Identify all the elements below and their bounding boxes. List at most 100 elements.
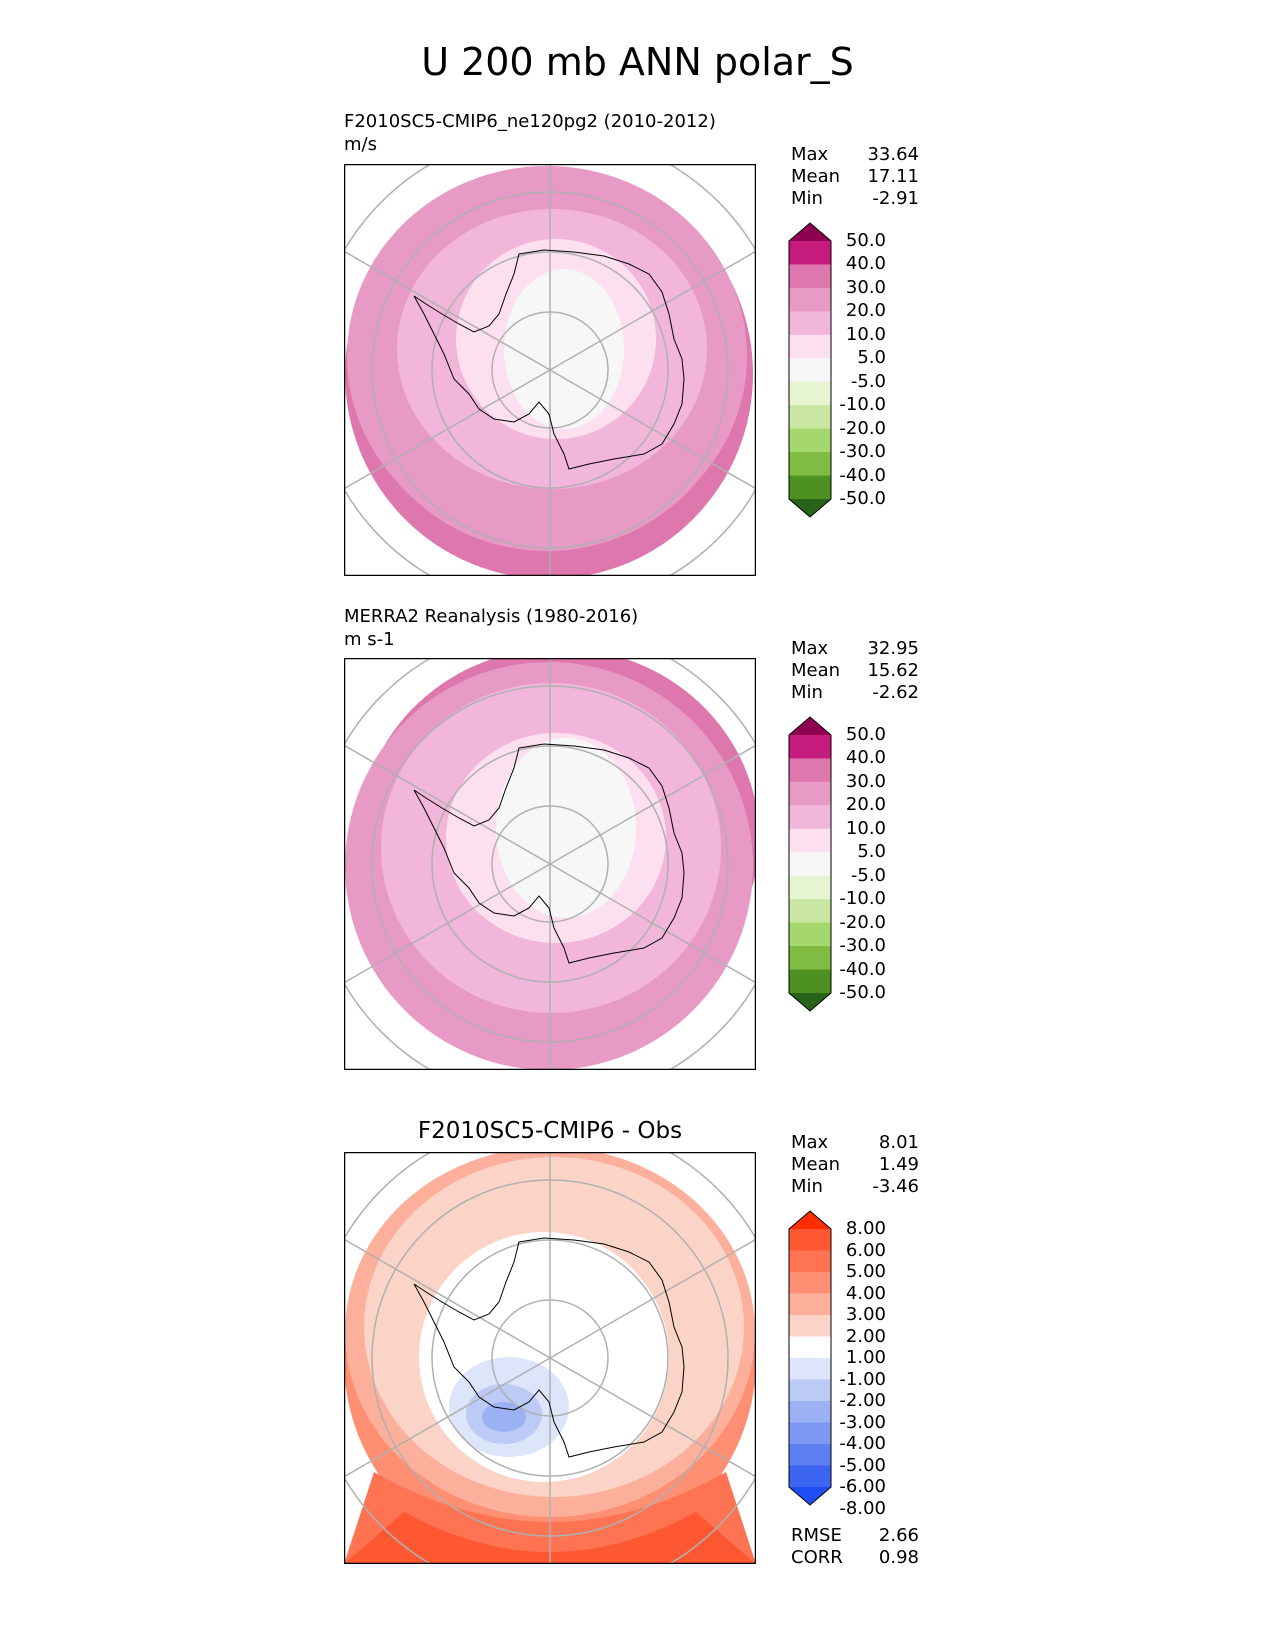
lat-lon-grid — [344, 658, 756, 1070]
colorbar-segment — [789, 1229, 831, 1251]
colorbar-tick-label: 40.0 — [845, 747, 886, 769]
panel-3-stats: Max 8.01 Mean 1.49 Min -3.46 — [791, 1132, 919, 1198]
panel-2-stats: Max 32.95 Mean 15.62 Min -2.62 — [791, 638, 919, 704]
colorbar-tick-label: 5.00 — [845, 1261, 886, 1282]
colorbar-segment — [789, 1293, 831, 1316]
colorbar-segment — [789, 828, 831, 853]
colorbar-segment — [789, 922, 831, 947]
lat-lon-grid — [344, 1152, 756, 1564]
lat-lon-grid — [344, 164, 756, 576]
colorbar-tick-label: 1.00 — [845, 1347, 886, 1368]
stat-name: Max — [791, 1132, 829, 1153]
colorbar-outline — [788, 716, 832, 1012]
colorbar-segment — [789, 381, 831, 406]
stat-name: Min — [791, 188, 823, 209]
colorbar-segment — [789, 287, 831, 312]
colorbar-tick-label: -20.0 — [839, 911, 886, 933]
colorbar-tick-label: 50.0 — [845, 230, 886, 251]
colorbar-segment — [789, 1465, 831, 1488]
colorbar-svg — [788, 716, 832, 1012]
colorbar-tick-label: 4.00 — [845, 1282, 886, 1304]
stat-name: Mean — [791, 166, 841, 187]
colorbar-tick-label: 50.0 — [845, 724, 886, 745]
colorbar-tick-label: -50.0 — [839, 982, 886, 1003]
colorbar-segment — [789, 946, 831, 971]
colorbar-tick-label: -5.00 — [839, 1454, 886, 1476]
colorbar-tick-label: 5.0 — [857, 841, 886, 863]
colorbar-segment — [789, 1444, 831, 1466]
colorbar-segment — [789, 1336, 831, 1359]
stat-value: -3.46 — [872, 1176, 919, 1197]
colorbar-svg — [788, 1210, 832, 1506]
colorbar-outline — [788, 222, 832, 518]
colorbar-extend-min — [789, 1487, 831, 1505]
colorbar-tick-label: -10.0 — [839, 888, 886, 910]
colorbar-segment — [789, 241, 831, 265]
panel-1-map — [344, 164, 756, 576]
colorbar-segment — [789, 875, 831, 900]
colorbar-outline — [788, 1210, 832, 1506]
colorbar-tick-label: -2.00 — [839, 1390, 886, 1411]
colorbar-segment — [789, 805, 831, 830]
colorbar-tick-label: -30.0 — [839, 441, 886, 463]
colorbar-tick-label: 30.0 — [845, 770, 886, 792]
panel-2-case-title: MERRA2 Reanalysis (1980-2016) — [344, 606, 639, 627]
colorbar-tick-label: 3.00 — [845, 1304, 886, 1325]
panel-1-units: m/s — [344, 134, 377, 155]
colorbar-segment — [789, 1315, 831, 1337]
colorbar-extend-max — [789, 717, 831, 735]
colorbar-segment — [789, 428, 831, 453]
colorbar-segment — [789, 1358, 831, 1380]
colorbar-segment — [789, 358, 831, 383]
panel-3-metrics: RMSE 2.66 CORR 0.98 — [791, 1525, 919, 1569]
colorbar-tick-label: -40.0 — [839, 958, 886, 980]
colorbar-segment — [789, 758, 831, 783]
colorbar-tick-label: -8.00 — [839, 1497, 886, 1519]
colorbar-svg — [788, 222, 832, 518]
colorbar-tick-label: -5.0 — [850, 864, 886, 886]
panel-1-stats: Max 33.64 Mean 17.11 Min -2.91 — [791, 144, 919, 210]
colorbar-extend-min — [789, 993, 831, 1011]
colorbar-tick-label: 10.0 — [845, 817, 886, 839]
colorbar-segment — [789, 1250, 831, 1273]
colorbar-segment — [789, 1379, 831, 1402]
metric-name: RMSE — [791, 1525, 842, 1546]
colorbar-tick-label: 40.0 — [845, 253, 886, 275]
stat-value: 8.01 — [878, 1132, 919, 1153]
colorbar-tick-label: -1.00 — [839, 1368, 886, 1390]
colorbar-tick-label: 8.00 — [845, 1218, 886, 1239]
panel-2-units: m s-1 — [344, 629, 395, 650]
colorbar-segment — [789, 311, 831, 336]
colorbar-segment — [789, 1422, 831, 1445]
metric-name: CORR — [791, 1547, 843, 1568]
panel-1-case-title: F2010SC5-CMIP6_ne120pg2 (2010-2012) — [344, 111, 716, 132]
colorbar-segment — [789, 1401, 831, 1423]
colorbar-tick-label: 30.0 — [845, 276, 886, 298]
stat-value: 1.49 — [878, 1154, 919, 1175]
colorbar-segment — [789, 781, 831, 806]
colorbar-tick-label: -4.00 — [839, 1433, 886, 1454]
colorbar-tick-label: -30.0 — [839, 935, 886, 957]
contour-minus5-5 — [496, 738, 636, 918]
colorbar-tick-label: 2.00 — [845, 1325, 886, 1347]
colorbar-extend-max — [789, 223, 831, 241]
panel-3-map — [344, 1152, 756, 1564]
colorbar-tick-label: -50.0 — [839, 488, 886, 509]
colorbar-extend-min — [789, 499, 831, 517]
stat-name: Min — [791, 682, 823, 703]
colorbar-tick-label: -20.0 — [839, 417, 886, 439]
stat-value: -2.62 — [872, 682, 919, 703]
stat-name: Mean — [791, 660, 841, 681]
colorbar-tick-label: 20.0 — [845, 300, 886, 322]
colorbar-segment — [789, 852, 831, 877]
metric-value: 2.66 — [878, 1525, 919, 1546]
colorbar-segment — [789, 264, 831, 289]
colorbar-tick-label: 5.0 — [857, 347, 886, 369]
contour-6-8-south — [344, 1512, 756, 1564]
antarctica-coastline — [413, 1237, 685, 1458]
colorbar-segment — [789, 1272, 831, 1294]
colorbar-tick-label: -5.0 — [850, 370, 886, 392]
stat-value: 33.64 — [867, 144, 919, 165]
antarctica-coastline — [413, 743, 685, 964]
panel-3-title: F2010SC5-CMIP6 - Obs — [417, 1118, 683, 1144]
